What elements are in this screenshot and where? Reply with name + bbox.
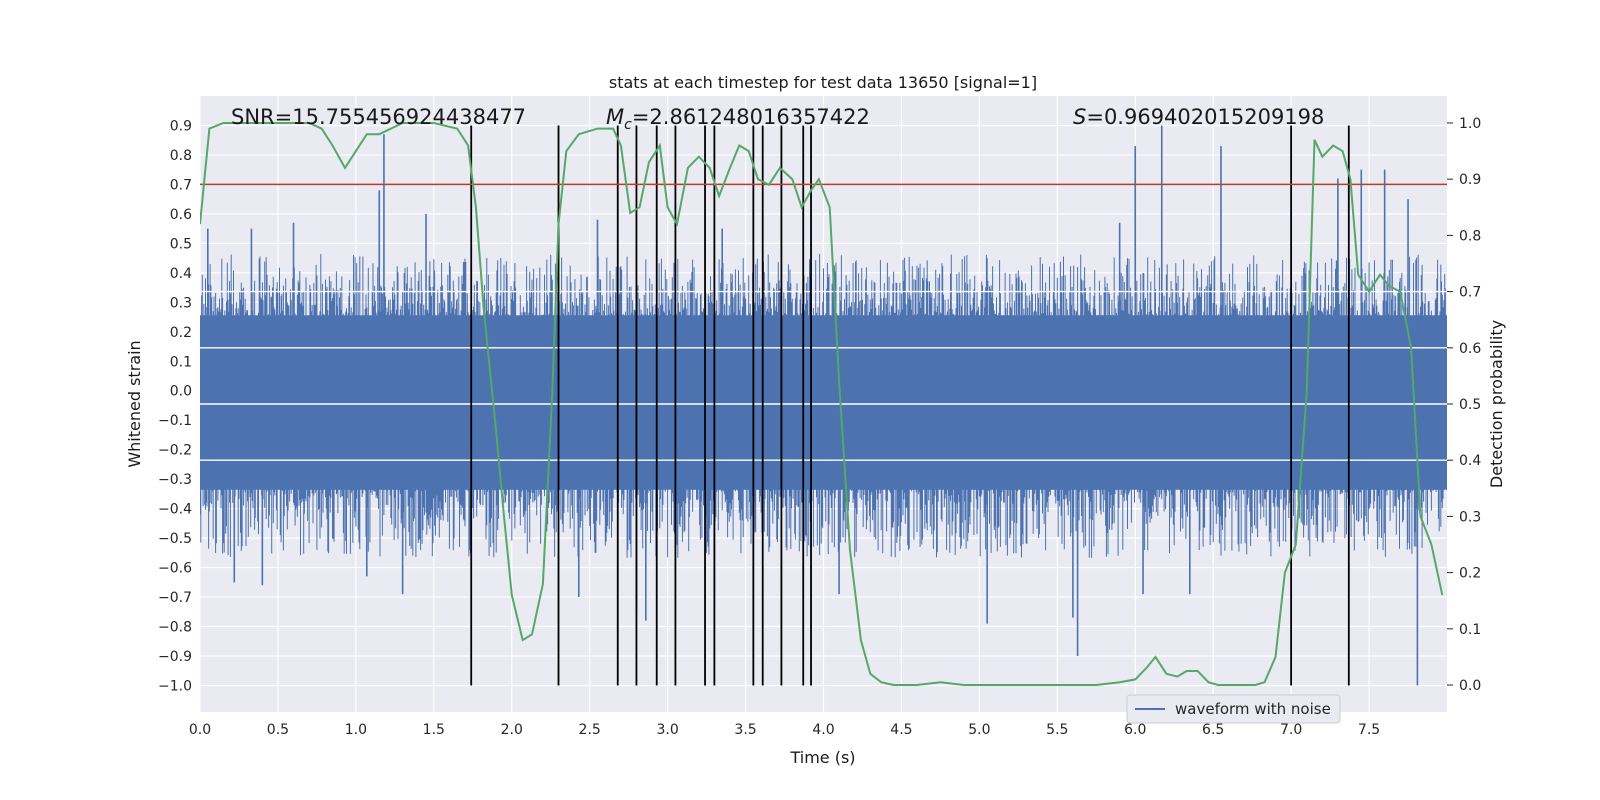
x-tick-label: 6.5 xyxy=(1202,722,1224,738)
y2-tick-label: 0.5 xyxy=(1459,397,1481,413)
y-tick-label: 0.6 xyxy=(170,207,192,223)
x-tick-label: 0.0 xyxy=(189,722,211,738)
x-tick-label: 2.5 xyxy=(579,722,601,738)
y-tick-label: 0.1 xyxy=(170,354,192,370)
strain-grid-overlay xyxy=(200,290,1447,461)
y-tick-label: −1.0 xyxy=(158,678,192,694)
y-tick-label: −0.8 xyxy=(158,620,192,636)
y2-axis-ticks: 1.0 0.9 0.8 0.7 0.6 0.5 0.4 0.3 0.2 0.1 0.0 xyxy=(1447,116,1481,694)
legend-box xyxy=(1126,694,1341,724)
y-tick-label: −0.3 xyxy=(158,472,192,488)
y2-tick-label: 0.0 xyxy=(1459,678,1481,694)
x-tick-label: 1.5 xyxy=(423,722,445,738)
y-tick-label: 0.8 xyxy=(170,148,192,164)
plot-content xyxy=(200,122,1447,686)
y-tick-label: −0.7 xyxy=(158,590,192,606)
y2-tick-label: 0.4 xyxy=(1459,453,1481,469)
y-tick-label: −0.2 xyxy=(158,443,192,459)
y-tick-label: 0.9 xyxy=(170,118,192,134)
snr-annotation: SNR=15.755456924438477 xyxy=(231,105,526,129)
x-tick-label: 5.5 xyxy=(1046,722,1068,738)
score-symbol: S xyxy=(1073,105,1086,129)
chirp-mass-symbol: M xyxy=(606,105,624,129)
y-tick-label: 0.5 xyxy=(170,236,192,252)
y-axis-ticks: 0.9 0.8 0.7 0.6 0.5 0.4 0.3 0.2 0.1 0.0 −0.1 −0.2 −0… xyxy=(158,118,192,694)
legend: waveform with noise xyxy=(1126,694,1341,724)
y2-tick-label: 0.9 xyxy=(1459,172,1481,188)
y2-tick-label: 0.1 xyxy=(1459,622,1481,638)
y-tick-label: 0.0 xyxy=(170,384,192,400)
x-tick-label: 2.0 xyxy=(501,722,523,738)
x-tick-label: 3.0 xyxy=(656,722,678,738)
y-tick-label: 0.3 xyxy=(170,295,192,311)
y-tick-label: −0.4 xyxy=(158,502,192,518)
y-tick-label: 0.2 xyxy=(170,325,192,341)
x-axis-label: Time (s) xyxy=(789,748,855,767)
y-axis-label: Whitened strain xyxy=(125,340,144,467)
x-tick-label: 3.5 xyxy=(734,722,756,738)
y-tick-label: −0.6 xyxy=(158,561,192,577)
x-tick-label: 1.0 xyxy=(345,722,367,738)
x-tick-label: 7.0 xyxy=(1280,722,1302,738)
y2-axis-label: Detection probability xyxy=(1487,320,1506,488)
x-axis-ticks: 0.0 0.5 1.0 1.5 2.0 2.5 3.0 3.5 4.0 4.5 5.0 5.5 6.0 6… xyxy=(189,722,1380,738)
legend-label: waveform with noise xyxy=(1175,700,1331,718)
y2-tick-label: 0.7 xyxy=(1459,285,1481,301)
chirp-mass-value: =2.861248016357422 xyxy=(632,105,870,129)
score-annotation: S=0.969402015209198 xyxy=(1073,105,1324,129)
y-tick-label: −0.1 xyxy=(158,413,192,429)
score-value: =0.969402015209198 xyxy=(1086,105,1324,129)
y2-tick-label: 0.6 xyxy=(1459,341,1481,357)
waveform-core-band xyxy=(200,315,1447,490)
y2-tick-label: 0.2 xyxy=(1459,566,1481,582)
detection-probability-line xyxy=(200,122,1444,686)
x-tick-label: 5.0 xyxy=(968,722,990,738)
y-tick-label: 0.4 xyxy=(170,266,192,282)
x-tick-label: 4.5 xyxy=(890,722,912,738)
y2-tick-label: 1.0 xyxy=(1459,116,1481,132)
chirp-mass-annotation: Mc=2.861248016357422 xyxy=(606,105,870,133)
y-tick-label: −0.5 xyxy=(158,531,192,547)
x-tick-label: 4.0 xyxy=(812,722,834,738)
x-tick-label: 0.5 xyxy=(267,722,289,738)
y2-tick-label: 0.3 xyxy=(1459,509,1481,525)
y-tick-label: −0.9 xyxy=(158,649,192,665)
chirp-mass-subscript: c xyxy=(624,117,632,133)
x-tick-label: 7.5 xyxy=(1358,722,1380,738)
chart-title: stats at each timestep for test data 136… xyxy=(609,73,1037,92)
x-tick-label: 6.0 xyxy=(1124,722,1146,738)
vertical-markers xyxy=(470,125,1350,686)
y-tick-label: 0.7 xyxy=(170,177,192,193)
y2-tick-label: 0.8 xyxy=(1459,228,1481,244)
